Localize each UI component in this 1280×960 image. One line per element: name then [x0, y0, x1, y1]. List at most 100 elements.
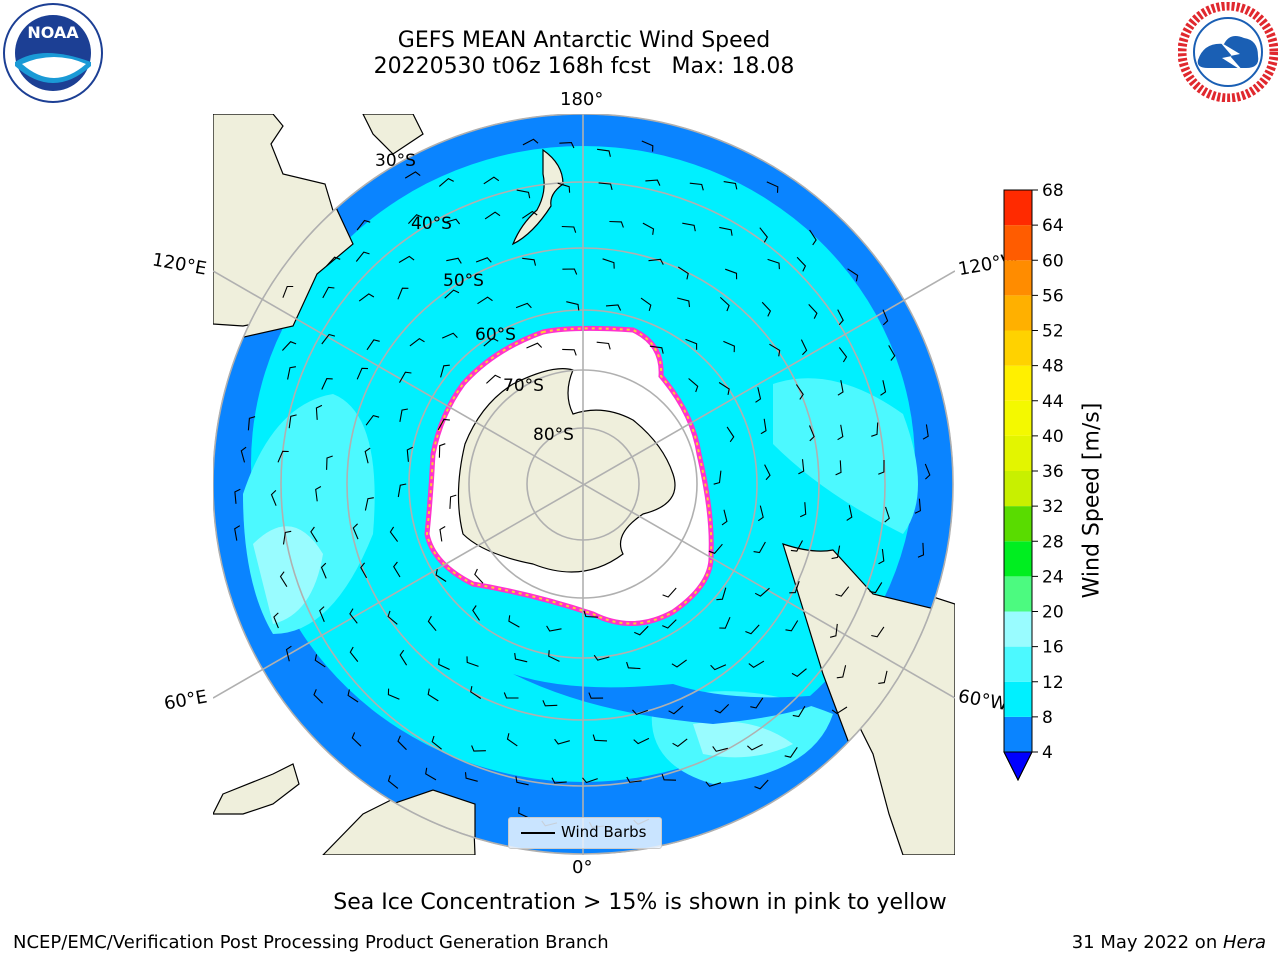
wind-barb: [554, 738, 570, 745]
wind-barb: [757, 505, 764, 522]
colorbar-tick-label: 32: [1042, 497, 1064, 517]
colorbar-tick-label: 8: [1042, 708, 1053, 728]
wind-barb: [387, 610, 398, 625]
colorbar-bin: [1004, 295, 1032, 331]
lon-label-0: 0°: [572, 857, 593, 878]
colorbar-tick-label: 20: [1042, 603, 1064, 623]
sea-ice-note: Sea Ice Concentration > 15% is shown in …: [333, 890, 947, 915]
wind-barb: [642, 222, 655, 235]
wind-barb: [355, 251, 370, 262]
wind-barb: [662, 587, 677, 598]
wind-barb: [287, 366, 296, 380]
wind-barb: [808, 304, 818, 319]
wind-barb: [878, 549, 885, 565]
wind-barb: [234, 525, 241, 541]
lat-label-30s: 30°S: [375, 151, 416, 171]
wind-barb: [809, 229, 817, 246]
colorbar-bin: [1004, 716, 1032, 752]
wind-barb: [444, 289, 460, 299]
lon-label-60e: 60°E: [162, 686, 209, 715]
wind-barb: [685, 338, 698, 350]
wind-barb: [514, 653, 528, 663]
colorbar-extend: [1003, 751, 1033, 782]
wind-barb: [790, 540, 803, 552]
wind-barb: [882, 309, 889, 326]
wind-barb: [677, 297, 691, 308]
colorbar-tick-label: 4: [1042, 743, 1053, 763]
wind-barb: [475, 257, 492, 263]
wind-barb: [869, 582, 883, 594]
wind-barb: [439, 526, 446, 542]
colorbar-bin: [1004, 365, 1032, 401]
wind-barb: [542, 700, 558, 707]
wind-barb: [880, 380, 887, 396]
wind-barb: [548, 650, 560, 662]
wind-barb: [444, 218, 461, 225]
wind-barb: [285, 645, 292, 662]
lat-label-50s: 50°S: [443, 271, 484, 291]
wind-barb: [365, 414, 380, 426]
run-date: 31 May 2022 on Hera: [1072, 932, 1266, 953]
wind-barb: [322, 286, 335, 299]
wind-barb: [796, 256, 807, 272]
colorbar-bin: [1004, 400, 1032, 436]
wind-barb: [326, 256, 341, 267]
wind-barb: [389, 526, 399, 542]
wind-barb: [632, 709, 648, 716]
wind-barb: [712, 746, 728, 752]
wind-barb: [605, 304, 622, 311]
wind-barb: [399, 408, 409, 422]
wind-barb: [662, 619, 677, 629]
wind-barb: [661, 773, 677, 781]
wind-barb: [562, 268, 578, 275]
wind-barb: [366, 339, 380, 351]
polar-map: 30°S 40°S 50°S 60°S 70°S 80°S: [213, 114, 955, 855]
wind-barb: [273, 612, 279, 629]
wind-barb: [407, 214, 423, 224]
wind-barb: [566, 301, 580, 311]
wind-barb: [409, 338, 425, 347]
chart-title: GEFS MEAN Antarctic Wind Speed: [397, 28, 771, 53]
wind-barb: [705, 781, 722, 787]
wind-barb: [483, 337, 499, 347]
wind-barb: [750, 697, 764, 709]
wind-barb: [808, 425, 815, 442]
wind-barb: [314, 654, 326, 668]
wind-barb: [470, 685, 482, 699]
wind-barb: [626, 661, 641, 670]
wind-barb: [767, 258, 780, 270]
wind-barb: [404, 171, 421, 179]
colorbar-tick-label: 56: [1042, 286, 1064, 306]
wind-barb: [633, 737, 650, 745]
legend-label: Wind Barbs: [561, 823, 647, 841]
wind-barb: [515, 302, 532, 309]
lon-label-180: 180°: [560, 89, 604, 110]
wind-barb: [764, 464, 771, 481]
colorbar-tick-label: 44: [1042, 392, 1064, 412]
colorbar-bin: [1004, 681, 1032, 717]
wind-barb: [486, 374, 501, 384]
wind-barb: [922, 424, 929, 440]
wind-barb: [349, 646, 359, 662]
wind-barb: [326, 455, 333, 470]
wind-barb: [755, 387, 762, 403]
wind-barb: [799, 502, 807, 518]
colorbar-bin: [1004, 646, 1032, 682]
wind-barb: [472, 605, 480, 621]
wind-barb: [319, 606, 325, 623]
wind-barb: [789, 581, 800, 594]
wind-barb: [441, 332, 458, 339]
wind-barb: [364, 497, 374, 511]
wind-barb: [557, 182, 571, 193]
colorbar-outline: [1003, 189, 1033, 782]
wind-barb: [726, 426, 735, 443]
wind-barb: [356, 367, 369, 380]
wind-barb: [835, 460, 842, 476]
wind-barb: [427, 615, 437, 632]
wind-barb: [484, 211, 501, 220]
wind-barb: [592, 734, 608, 742]
wind-barb: [282, 530, 292, 545]
wind-barb: [438, 443, 446, 458]
wind-barb: [760, 418, 767, 435]
